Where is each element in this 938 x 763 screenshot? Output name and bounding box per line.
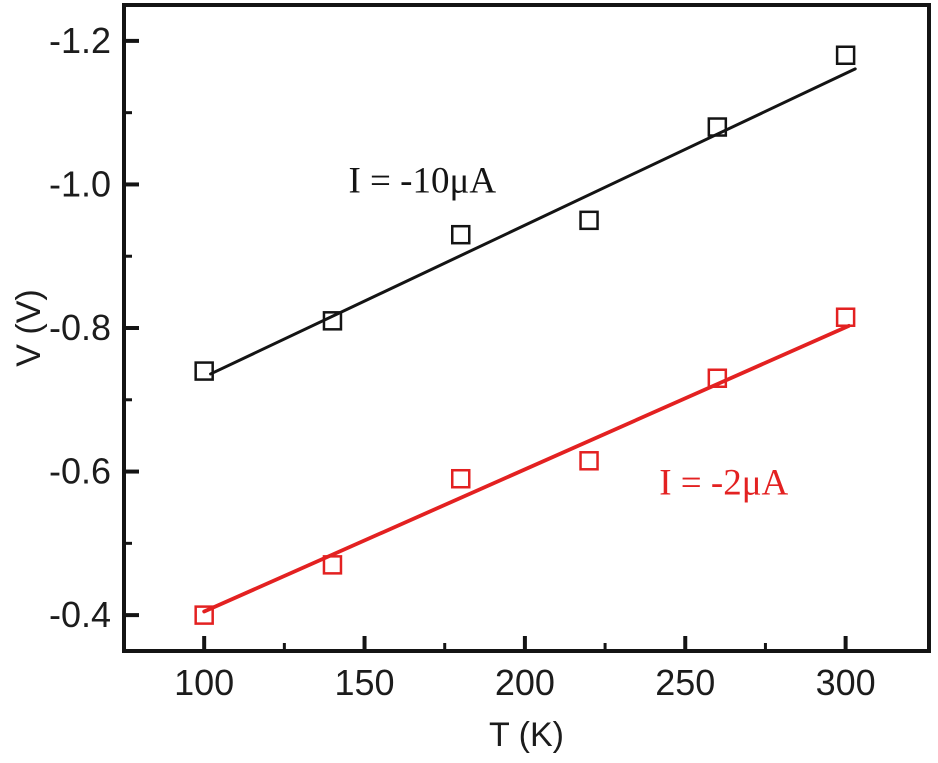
data-point-marker-i-2ua — [451, 468, 471, 489]
plot-border — [122, 3, 931, 653]
x-axis-tick-label: 300 — [816, 662, 876, 703]
y-axis-tick-label: -0.4 — [49, 594, 111, 635]
x-axis-tick-label: 150 — [334, 662, 394, 703]
data-point-marker-i-10ua — [322, 311, 343, 331]
data-point-marker-i-10ua — [451, 224, 471, 245]
data-point-marker-i-2ua — [322, 555, 343, 575]
series-label-i-2ua: I = -2μA — [659, 463, 788, 504]
fit-line-i-2ua — [202, 323, 851, 614]
x-axis-title: T (K) — [489, 716, 564, 754]
series-label-i-10ua: I = -10μA — [348, 160, 496, 201]
data-point-marker-i-2ua — [579, 451, 599, 471]
y-axis-tick-label: -1.0 — [49, 163, 111, 204]
data-point-marker-i-2ua — [194, 605, 214, 625]
y-axis-tick-label: -0.8 — [49, 307, 111, 348]
data-point-marker-i-2ua — [707, 368, 728, 388]
x-axis-tick-label: 250 — [655, 662, 715, 703]
x-axis-tick-label: 100 — [174, 662, 234, 703]
y-axis-title: V (V) — [10, 289, 48, 366]
fit-line-i-10ua — [209, 67, 857, 376]
y-axis-tick-label: -0.6 — [49, 451, 111, 492]
data-point-marker-i-10ua — [194, 361, 214, 381]
data-point-marker-i-10ua — [707, 117, 728, 137]
data-point-marker-i-2ua — [835, 307, 856, 327]
data-point-marker-i-10ua — [579, 210, 599, 231]
data-point-marker-i-10ua — [835, 45, 856, 65]
x-axis-tick-label: 200 — [495, 662, 555, 703]
y-axis-tick-label: -1.2 — [49, 20, 111, 61]
